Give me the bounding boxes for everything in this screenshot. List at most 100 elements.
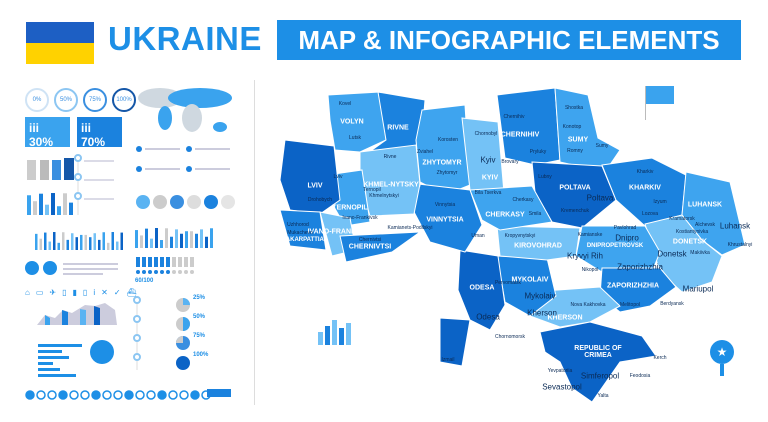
- world-map: [138, 88, 232, 132]
- city-label: Smila: [528, 211, 542, 217]
- bar: [75, 237, 78, 250]
- city-label: Ivano-Frankivsk: [342, 215, 378, 221]
- city-label: Dnipro: [615, 233, 639, 243]
- percent-label: 30%: [29, 135, 54, 149]
- map-labels: VOLYN RIVNE ZHYTOMYR KYIV CHERNIHIV SUMY POLTA…: [270, 80, 768, 422]
- percent-label: 70%: [81, 135, 106, 149]
- city-label: Zhytomyr: [436, 170, 458, 176]
- bar: [185, 231, 188, 248]
- city-label: Chernivtsi: [358, 237, 382, 243]
- bar: [102, 232, 105, 250]
- person-icon: [142, 257, 146, 267]
- city-label: Korosten: [437, 137, 459, 143]
- bar: [44, 232, 47, 250]
- region-label: SUMY: [567, 136, 589, 144]
- region-label: CHERKASY: [485, 211, 525, 219]
- region-label: RIVNE: [387, 124, 409, 132]
- city-label: Ternopil: [363, 187, 381, 193]
- bar: [210, 228, 213, 248]
- region-republic-of-crimea[interactable]: [539, 321, 657, 403]
- banner-icon: [207, 389, 231, 397]
- region-label: LVIV: [307, 182, 323, 190]
- region-label: LUHANSK: [687, 201, 723, 209]
- map-pin-icon: [168, 390, 178, 400]
- map-pin-icon: [91, 390, 101, 400]
- map-pin-icon: [69, 390, 79, 400]
- female-icon: [43, 261, 57, 275]
- bar: [120, 232, 123, 250]
- bar: [116, 241, 119, 250]
- city-label: Odesa: [476, 312, 500, 322]
- region-chernivtsi[interactable]: [339, 231, 422, 263]
- region-label: KYIV: [481, 174, 499, 182]
- region-label: KIROVOHRAD: [514, 242, 562, 250]
- person-icon: [160, 257, 164, 267]
- city-label: Poltava: [586, 193, 614, 203]
- city-label: Lozova: [641, 211, 659, 217]
- city-label: Nova Kakhovka: [570, 302, 606, 308]
- city-label: Shostka: [564, 105, 584, 111]
- region-cherkasy[interactable]: [469, 185, 553, 231]
- city-label: Izmail: [441, 357, 455, 363]
- map-pin-icon: [157, 390, 167, 400]
- dot: [136, 270, 140, 274]
- city-label: Luhansk: [719, 221, 751, 231]
- region-sumy[interactable]: [554, 87, 621, 173]
- city-label: Khrustalnyi: [727, 242, 753, 248]
- city-label: Chornobyl: [474, 131, 498, 137]
- city-label: Lutsk: [349, 135, 361, 141]
- pin-icons: [25, 389, 231, 400]
- region-odesa-south[interactable]: [439, 317, 471, 367]
- bar: [48, 241, 51, 250]
- region-label: MYKOLAIV: [511, 276, 549, 284]
- city-label: Yevpatoriia: [547, 368, 573, 374]
- infographic-graphics: [25, 88, 235, 400]
- city-label: Donetsk: [657, 249, 687, 259]
- bar: [84, 234, 87, 250]
- city-label: Makiivka: [690, 250, 710, 256]
- tools-icon: ✕: [101, 288, 108, 297]
- city-label: Kherson: [527, 308, 557, 318]
- bar-chart: [27, 193, 73, 215]
- train-icon: ▮: [72, 288, 77, 297]
- person-icon: [184, 257, 188, 267]
- city-label: Simferopol: [580, 371, 620, 381]
- city-label: Lubny: [538, 174, 552, 180]
- progress-ring: 50%: [54, 88, 78, 112]
- city-label: Zaporizhzhia: [617, 262, 663, 272]
- map-pin-icon: [58, 390, 68, 400]
- map-pin-icon: [102, 390, 112, 400]
- map-pin-icon: [36, 390, 46, 400]
- info-icon: i: [93, 288, 96, 297]
- bar: [39, 193, 43, 215]
- city-label: Sevastopol: [542, 382, 582, 392]
- region-zakarpattia[interactable]: [279, 209, 327, 251]
- city-label: Berdyansk: [660, 301, 684, 307]
- city-label: Uman: [471, 233, 485, 239]
- check-icon: ✓: [113, 288, 121, 297]
- pie-label: 50%: [193, 314, 206, 320]
- city-label: Kramatorsk: [669, 216, 695, 222]
- people-ratio: 60/100: [135, 278, 154, 284]
- horizontal-bar-chart: [38, 344, 82, 377]
- plane-icon: ✈: [49, 288, 57, 297]
- region-label: TERNOPIL: [332, 204, 368, 212]
- bar: [190, 231, 193, 248]
- bar: [80, 234, 83, 250]
- region-kirovohrad[interactable]: [496, 225, 581, 261]
- region-odesa[interactable]: [457, 249, 506, 331]
- people-chart: [27, 158, 74, 180]
- bar: [98, 239, 101, 250]
- city-label: Alchevsk: [694, 222, 716, 228]
- city-label: Rivne: [383, 154, 397, 160]
- person-icon: [154, 257, 158, 267]
- pie-label: 100%: [193, 352, 209, 358]
- bar: [62, 232, 65, 250]
- city-label: Kremenchuk: [560, 208, 590, 214]
- bar: [27, 195, 31, 215]
- city-label: Kovel: [338, 101, 352, 107]
- progress-rings: 0% 50% 75% 100%: [25, 88, 136, 112]
- city-label: Pavlohrad: [613, 225, 637, 231]
- bus-icon: ▯: [62, 288, 67, 297]
- ship-icon: ⛴: [126, 288, 137, 297]
